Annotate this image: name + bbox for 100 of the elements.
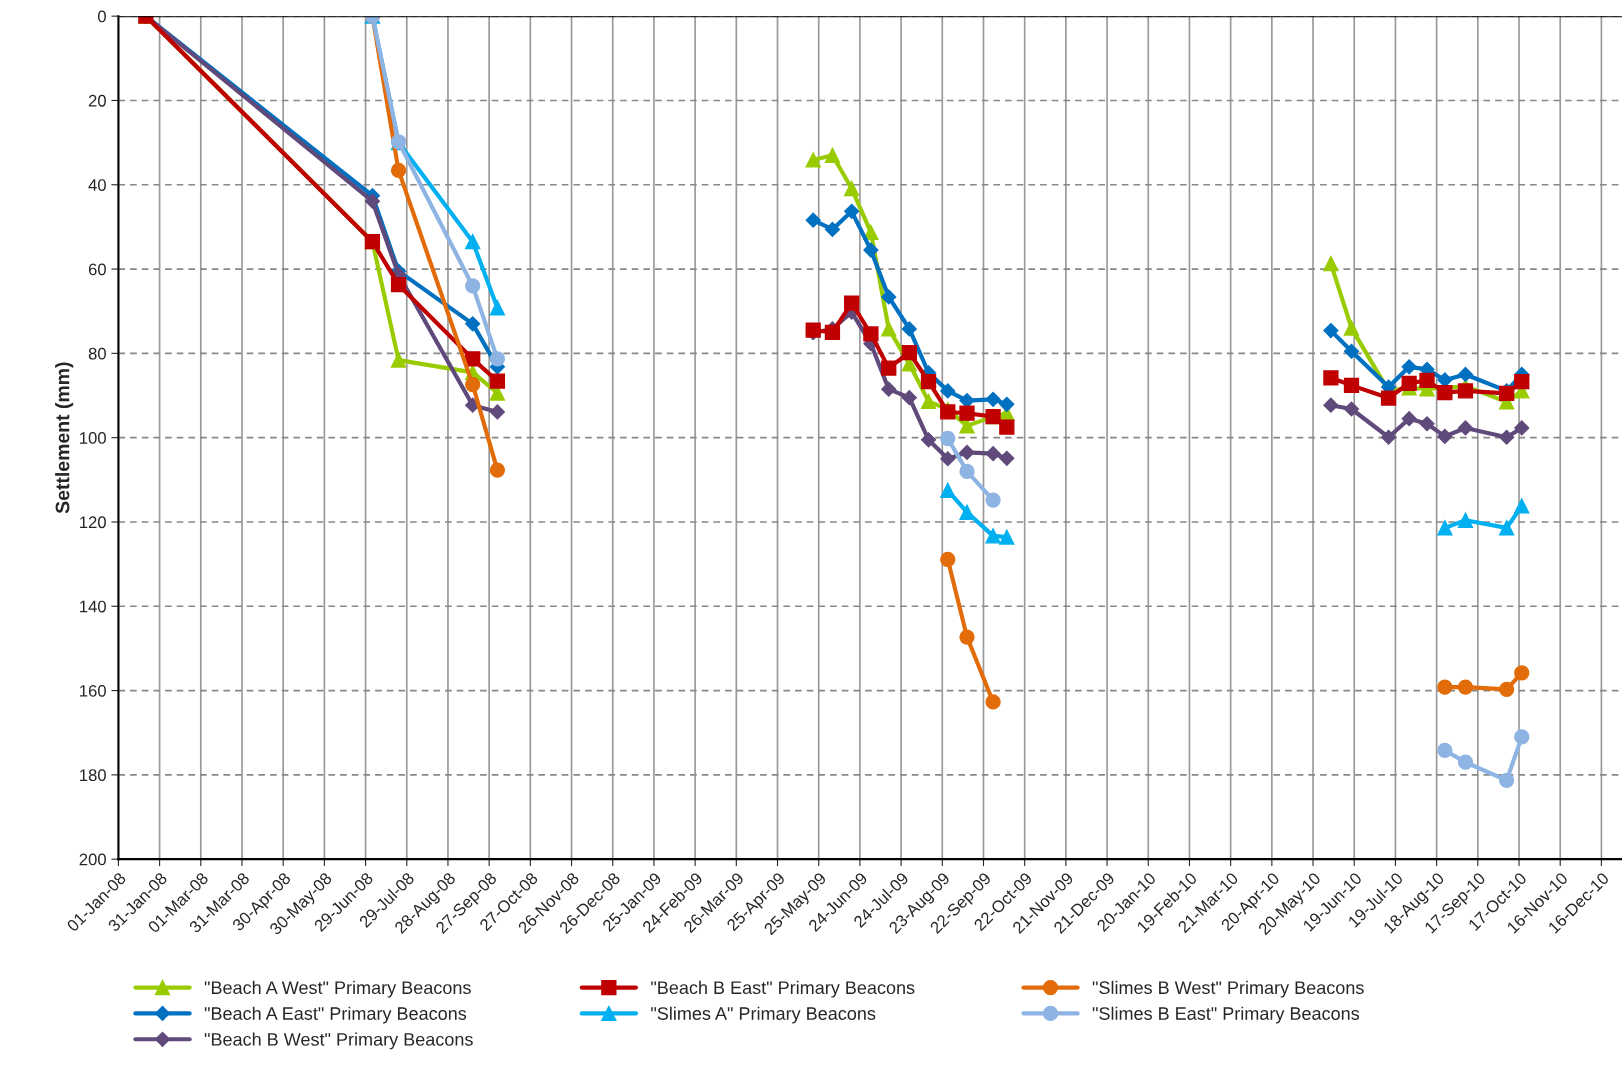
y-tick-label: 140 [80, 600, 106, 613]
point [805, 212, 821, 228]
point [1437, 742, 1453, 759]
legend-label: "Slimes B West" Primary Beacons [1092, 980, 1364, 998]
point [881, 381, 897, 397]
y-tick-label: 120 [80, 516, 106, 529]
point [489, 300, 506, 316]
point [863, 224, 879, 241]
y-tick-label: 100 [80, 432, 106, 444]
y-tick-label: 80 [88, 347, 106, 360]
y-tick-label: 200 [79, 853, 106, 866]
point [489, 404, 505, 420]
y-tick-label: 40 [88, 179, 106, 191]
point [881, 360, 897, 376]
legend-label: "Beach A West" Primary Beacons [204, 980, 471, 998]
point [465, 278, 481, 294]
legend-label: "Slimes B East" Primary Beacons [1092, 1006, 1360, 1024]
point [959, 444, 975, 460]
point [844, 203, 860, 219]
point [1514, 665, 1530, 681]
legend-label: "Beach B West" Primary Beacons [204, 1032, 473, 1050]
legend-label: "Beach B East" Primary Beacons [651, 980, 915, 998]
point [881, 321, 897, 337]
point [1457, 383, 1474, 399]
point [940, 551, 956, 568]
point [390, 352, 407, 368]
point [364, 193, 381, 209]
point [920, 373, 937, 390]
point [959, 504, 975, 520]
point [1514, 420, 1530, 436]
point [985, 528, 1001, 544]
point [999, 529, 1015, 545]
point [1514, 498, 1530, 514]
point [1323, 397, 1339, 413]
point [940, 451, 956, 467]
point [1401, 375, 1417, 391]
point [390, 277, 407, 293]
point [999, 396, 1015, 412]
point [1323, 370, 1339, 386]
point [489, 351, 506, 367]
point [940, 383, 956, 399]
point [1343, 343, 1360, 359]
point [465, 351, 481, 367]
point [1437, 428, 1453, 444]
point [940, 430, 956, 447]
point [940, 404, 956, 420]
point [901, 321, 917, 337]
point [1343, 320, 1360, 336]
point [1343, 377, 1360, 394]
point [985, 391, 1001, 407]
point [985, 694, 1001, 710]
point [1437, 384, 1453, 401]
point [999, 419, 1015, 435]
point [1419, 416, 1435, 432]
point [1419, 372, 1435, 388]
legend-label: "Slimes A" Primary Beacons [651, 1006, 876, 1024]
point [1323, 255, 1339, 272]
point [824, 147, 841, 163]
y-tick-label: 160 [80, 684, 106, 697]
point [959, 629, 975, 645]
point [985, 492, 1001, 508]
y-tick-label: 20 [88, 94, 106, 107]
point [844, 295, 860, 311]
point [985, 446, 1001, 462]
point [1514, 729, 1530, 745]
point [465, 234, 481, 250]
point [489, 462, 506, 478]
point [920, 393, 937, 410]
point [1457, 366, 1474, 383]
point [465, 376, 481, 393]
point [1380, 429, 1397, 445]
y-axis-title: Settlement (mm) [55, 362, 74, 514]
point [901, 390, 917, 406]
y-tick-label: 180 [80, 769, 106, 782]
point [1457, 754, 1474, 770]
point [824, 221, 841, 238]
point [1457, 679, 1474, 695]
point [805, 152, 821, 168]
point [1457, 512, 1474, 528]
point [1499, 520, 1515, 536]
point [881, 289, 897, 305]
point [959, 405, 975, 421]
point [940, 482, 956, 498]
point [1380, 390, 1397, 406]
point [1323, 323, 1339, 339]
point [1437, 520, 1453, 536]
point [1499, 772, 1515, 788]
point [1343, 401, 1360, 417]
point [1499, 681, 1515, 697]
point [1401, 411, 1417, 427]
point [489, 373, 506, 389]
point [959, 463, 975, 480]
point [390, 162, 407, 179]
point [901, 344, 917, 361]
y-tick-label: 60 [88, 263, 106, 276]
point [959, 418, 975, 434]
point [920, 432, 937, 448]
point [465, 316, 481, 332]
point [844, 180, 860, 197]
point [1457, 420, 1474, 436]
